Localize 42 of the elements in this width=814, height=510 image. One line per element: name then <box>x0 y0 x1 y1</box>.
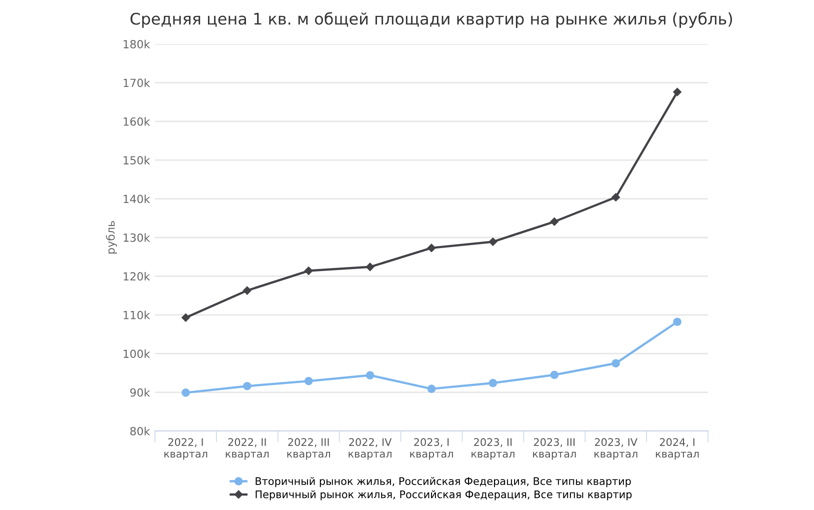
legend-label: Вторичный рынок жилья, Российская Федерация, Все типы квартир <box>256 477 631 488</box>
x-tick-label: 2022, IV квартал <box>348 438 392 460</box>
x-tick-label: 2022, I квартал <box>164 438 208 460</box>
point <box>488 378 498 388</box>
point <box>182 313 190 322</box>
x-tick-label: 2022, III квартал <box>287 438 330 460</box>
y-tick-label: 100k <box>124 349 150 358</box>
point <box>243 382 252 390</box>
point <box>673 88 682 96</box>
x-tick-label: 2023, III квартал <box>533 438 576 460</box>
y-tick-label: 110k <box>124 310 150 320</box>
legend-label: Первичный рынок жилья, Российская Федерация, Все типы квартир <box>256 490 632 500</box>
y-tick-label: 160k <box>124 117 150 126</box>
y-tick-label: 80k <box>130 426 150 436</box>
point <box>550 218 559 226</box>
x-tick-label: 2023, II квартал <box>472 438 514 460</box>
x-tick-label: 2024, I квартал <box>656 438 699 460</box>
y-tick-label: 130k <box>124 233 150 242</box>
x-tick-label: 2023, IV квартал <box>594 438 638 460</box>
y-tick-label: 140k <box>124 194 150 204</box>
point <box>673 318 682 326</box>
y-tick-label: 180k <box>124 40 150 48</box>
y-axis-title: рубль <box>106 221 117 254</box>
point <box>182 388 190 397</box>
y-tick-label: 120k <box>124 272 150 281</box>
point <box>550 370 559 380</box>
point <box>304 266 313 275</box>
point <box>366 371 374 380</box>
chart-title: Средняя цена 1 кв. м общей площади квартир на рынке жилья (рубль) <box>130 12 732 28</box>
y-tick-label: 90k <box>130 388 150 397</box>
y-tick-label: 150k <box>124 156 150 164</box>
point <box>612 359 620 368</box>
point <box>427 384 436 393</box>
point <box>304 376 313 386</box>
point <box>612 193 620 202</box>
point <box>243 286 252 295</box>
y-tick-label: 170k <box>124 78 150 88</box>
x-tick-label: 2022, II квартал <box>226 438 269 460</box>
point <box>427 244 436 252</box>
x-tick-label: 2023, I квартал <box>410 438 453 460</box>
point <box>366 262 374 272</box>
point <box>488 238 498 246</box>
